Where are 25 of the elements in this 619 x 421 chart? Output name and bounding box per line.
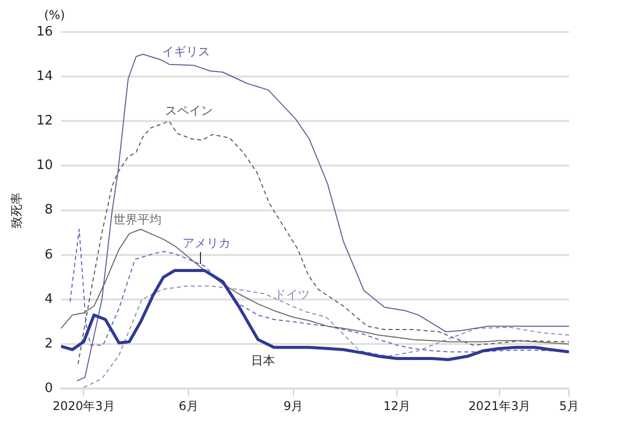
series-label: 世界平均 [114,212,162,226]
series-label: ドイツ [274,287,310,302]
text: (%) [44,8,65,22]
line-series [83,286,569,388]
y-tick-label: 4 [44,292,53,307]
x-tick-label: 6月 [178,398,198,413]
series-label: イギリス [162,44,210,59]
x-tick-label: 9月 [284,398,304,413]
y-tick-label: 10 [36,158,53,174]
y-tick-label: 12 [36,114,53,129]
x-tick-label: 2021年3月 [468,398,531,413]
series-label: 日本 [250,353,275,368]
y-tick-label: 16 [36,24,53,40]
y-tick-label: 8 [44,202,53,218]
y-tick-label: 6 [44,247,53,262]
y-tick-label: 0 [44,380,53,396]
line-series [78,120,569,365]
x-tick-label: 2020年3月 [52,398,115,413]
series-label: アメリカ [182,236,230,250]
y-tick-label: 14 [36,68,53,84]
series-label: スペイン [165,103,214,118]
y-axis-title: 致死率 [9,192,24,228]
y-tick-label: 2 [44,336,53,352]
x-tick-label: 12月 [383,398,411,413]
x-tick-label: 5月 [559,398,579,413]
